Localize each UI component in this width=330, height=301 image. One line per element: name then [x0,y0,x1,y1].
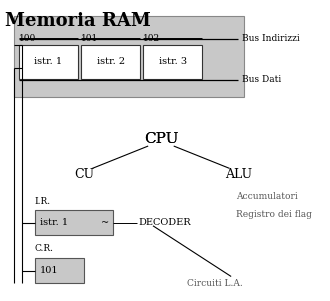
Bar [35,258,84,283]
Text: CU: CU [74,168,94,181]
Bar [19,45,78,79]
Text: Bus Dati: Bus Dati [242,75,281,84]
Text: 100: 100 [19,34,36,43]
Text: istr. 1: istr. 1 [34,57,62,66]
Text: istr. 2: istr. 2 [97,57,125,66]
Bar [144,45,202,79]
Text: Registro dei flag: Registro dei flag [236,210,312,219]
Text: Memoria RAM: Memoria RAM [5,12,150,30]
Text: ~: ~ [101,218,109,227]
Text: ALU: ALU [226,168,253,181]
Text: DECODER: DECODER [139,218,191,227]
Text: I.R.: I.R. [35,197,51,206]
Bar [81,45,140,79]
Bar [35,210,113,235]
Text: 101: 101 [40,266,58,275]
Text: C.R.: C.R. [35,244,54,253]
Text: istr. 1: istr. 1 [40,218,68,227]
Text: Accumulatori: Accumulatori [236,192,298,201]
Text: istr. 3: istr. 3 [159,57,187,66]
Bar [14,16,244,97]
Text: Circuiti L.A.: Circuiti L.A. [187,280,243,288]
Text: CPU: CPU [144,132,178,146]
Text: CPU: CPU [144,132,178,146]
Text: 102: 102 [144,34,160,43]
Text: 101: 101 [81,34,98,43]
Text: Bus Indirizzi: Bus Indirizzi [242,34,300,43]
